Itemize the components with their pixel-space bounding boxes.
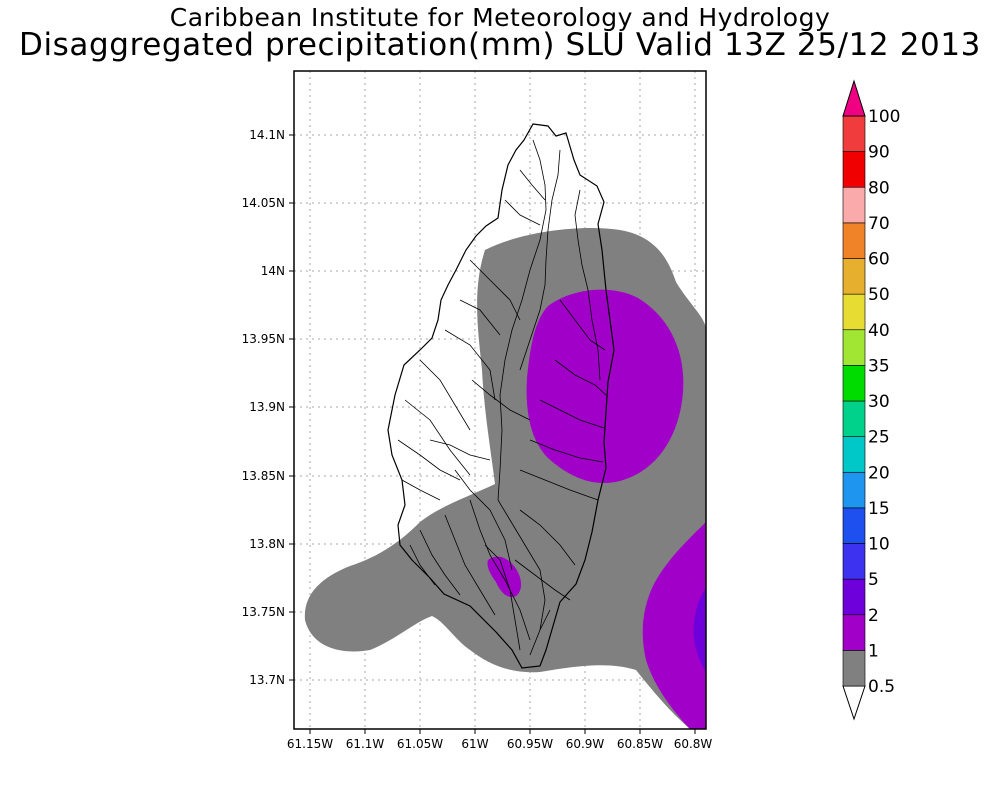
colorbar-swatch: [842, 650, 866, 687]
lon-tick-label: 60.9W: [566, 737, 605, 751]
lat-tick-label: 14N: [261, 264, 285, 278]
lon-tick-label: 61W: [461, 737, 488, 751]
colorbar-label: 35: [868, 356, 890, 376]
colorbar-label: 90: [868, 143, 890, 163]
colorbar-swatch: [842, 222, 866, 259]
colorbar-label: 25: [868, 428, 890, 448]
colorbar-label: 40: [868, 321, 890, 341]
colorbar-swatch: [842, 507, 866, 544]
colorbar-label: 0.5: [868, 677, 895, 697]
lat-tick-label: 13.85N: [242, 469, 285, 483]
colorbar-swatch: [842, 151, 866, 188]
lat-tick-label: 13.7N: [249, 673, 285, 687]
lon-tick-label: 61.15W: [287, 737, 333, 751]
map-plot-area: [294, 71, 706, 729]
colorbar-label: 20: [868, 463, 890, 483]
precip-region-1-2mm-east: [526, 289, 684, 484]
river-network: [397, 139, 607, 656]
longitude-axis: 61.15W 61.1W 61.05W 61W 60.95W 60.9W 60.…: [287, 729, 713, 751]
colorbar-label: 70: [868, 214, 890, 234]
lon-tick-label: 61.05W: [397, 737, 443, 751]
colorbar-label: 10: [868, 535, 890, 555]
precip-region-2-5mm: [693, 588, 706, 672]
colorbar-label: 5: [868, 570, 879, 590]
colorbar-swatch: [842, 614, 866, 651]
colorbar-swatch: [842, 115, 866, 152]
colorbar-swatch: [842, 543, 866, 580]
colorbar-label: 1: [868, 641, 879, 661]
colorbar-swatch: [842, 293, 866, 331]
colorbar-swatch: [842, 329, 866, 366]
colorbar-label: 30: [868, 392, 890, 412]
chart-title-line1: Caribbean Institute for Meteorology and …: [169, 3, 831, 32]
latitude-axis: 14.1N 14.05N 14N 13.95N 13.9N 13.85N 13.…: [242, 128, 294, 687]
colorbar-label: 15: [868, 499, 890, 519]
precip-region-1-2mm-south: [487, 556, 522, 598]
colorbar-swatch: [842, 578, 866, 616]
colorbar-swatch: [842, 186, 866, 224]
colorbar-label: 80: [868, 178, 890, 198]
colorbar-swatch: [842, 436, 866, 473]
chart-title-line2: Disaggregated precipitation(mm) SLU Vali…: [18, 27, 981, 63]
colorbar-label: 50: [868, 285, 890, 305]
colorbar-label: 100: [868, 107, 900, 127]
lon-tick-label: 60.8W: [674, 737, 713, 751]
colorbar-underflow-triangle: [842, 685, 866, 721]
lon-tick-label: 61.1W: [346, 737, 385, 751]
lon-tick-label: 60.95W: [507, 737, 553, 751]
colorbar-overflow-triangle: [842, 79, 866, 117]
colorbar-swatch: [842, 471, 866, 509]
lat-tick-label: 13.9N: [249, 400, 285, 414]
colorbar-swatch: [842, 365, 866, 402]
map-frame: [293, 70, 707, 730]
colorbar-swatch: [842, 258, 866, 295]
colorbar-label: 60: [868, 250, 890, 270]
lat-tick-label: 14.1N: [249, 128, 285, 142]
colorbar-swatch: [842, 400, 866, 437]
island-outline: [387, 123, 615, 669]
lat-tick-label: 13.95N: [242, 332, 285, 346]
colorbar-label: 2: [868, 606, 879, 626]
lon-tick-label: 60.85W: [617, 737, 663, 751]
precip-region-1-2mm-southeast: [642, 522, 706, 729]
lat-tick-label: 14.05N: [242, 196, 285, 210]
lat-tick-label: 13.75N: [242, 605, 285, 619]
lat-tick-label: 13.8N: [249, 537, 285, 551]
